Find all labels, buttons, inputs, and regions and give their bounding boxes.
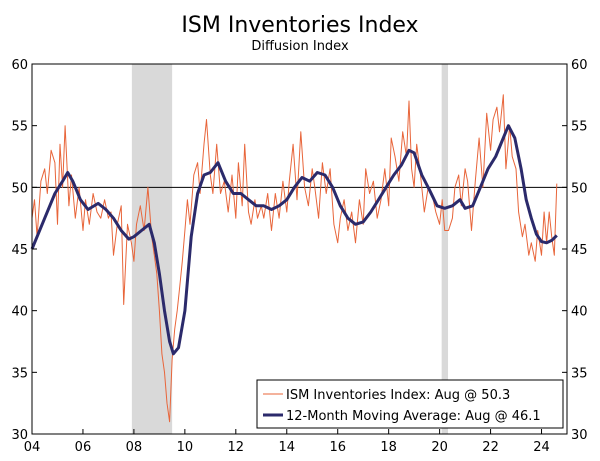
x-tick-label-22: 22 — [482, 440, 499, 455]
x-tick-label-04: 04 — [24, 440, 41, 455]
x-tick-label-18: 18 — [380, 440, 397, 455]
x-axis: 04 06 08 10 12 14 16 18 20 22 24 — [24, 429, 550, 455]
legend-label-ism: ISM Inventories Index: Aug @ 50.3 — [286, 388, 510, 403]
recession-band-0 — [131, 64, 173, 434]
chart-subtitle: Diffusion Index — [251, 39, 349, 54]
series-layer — [30, 94, 558, 423]
y-tick-label-left-55: 55 — [11, 120, 28, 135]
y-tick-label-right-50: 50 — [571, 181, 588, 196]
y-tick-label-right-60: 60 — [571, 58, 588, 73]
legend-label-ma: 12-Month Moving Average: Aug @ 46.1 — [286, 409, 541, 424]
y-tick-label-left-45: 45 — [11, 243, 28, 258]
series-line-1 — [30, 124, 558, 356]
x-tick-label-16: 16 — [329, 440, 346, 455]
chart-title: ISM Inventories Index — [181, 13, 418, 38]
x-tick-label-14: 14 — [278, 440, 295, 455]
y-tick-label-right-55: 55 — [571, 120, 588, 135]
x-tick-label-08: 08 — [126, 440, 143, 455]
y-tick-label-left-50: 50 — [11, 181, 28, 196]
series-line-0 — [31, 94, 558, 423]
recession-band-1 — [441, 64, 449, 434]
y-tick-label-right-35: 35 — [571, 366, 588, 381]
x-tick-label-06: 06 — [75, 440, 92, 455]
legend-box — [256, 379, 564, 429]
x-tick-label-24: 24 — [533, 440, 550, 455]
y-axis-left: 30 35 40 45 50 55 60 — [11, 58, 37, 443]
x-tick-label-10: 10 — [177, 440, 194, 455]
y-tick-label-right-30: 30 — [571, 428, 588, 443]
y-tick-label-left-60: 60 — [11, 58, 28, 73]
y-tick-label-right-45: 45 — [571, 243, 588, 258]
x-tick-label-20: 20 — [431, 440, 448, 455]
y-tick-label-left-30: 30 — [11, 428, 28, 443]
y-axis-right: 30 35 40 45 50 55 60 — [562, 58, 588, 443]
legend: ISM Inventories Index: Aug @ 50.3 12-Mon… — [256, 379, 564, 429]
y-tick-label-left-40: 40 — [11, 305, 28, 320]
y-tick-label-left-35: 35 — [11, 366, 28, 381]
x-tick-label-12: 12 — [228, 440, 245, 455]
y-tick-label-right-40: 40 — [571, 305, 588, 320]
recession-shading — [131, 64, 449, 434]
